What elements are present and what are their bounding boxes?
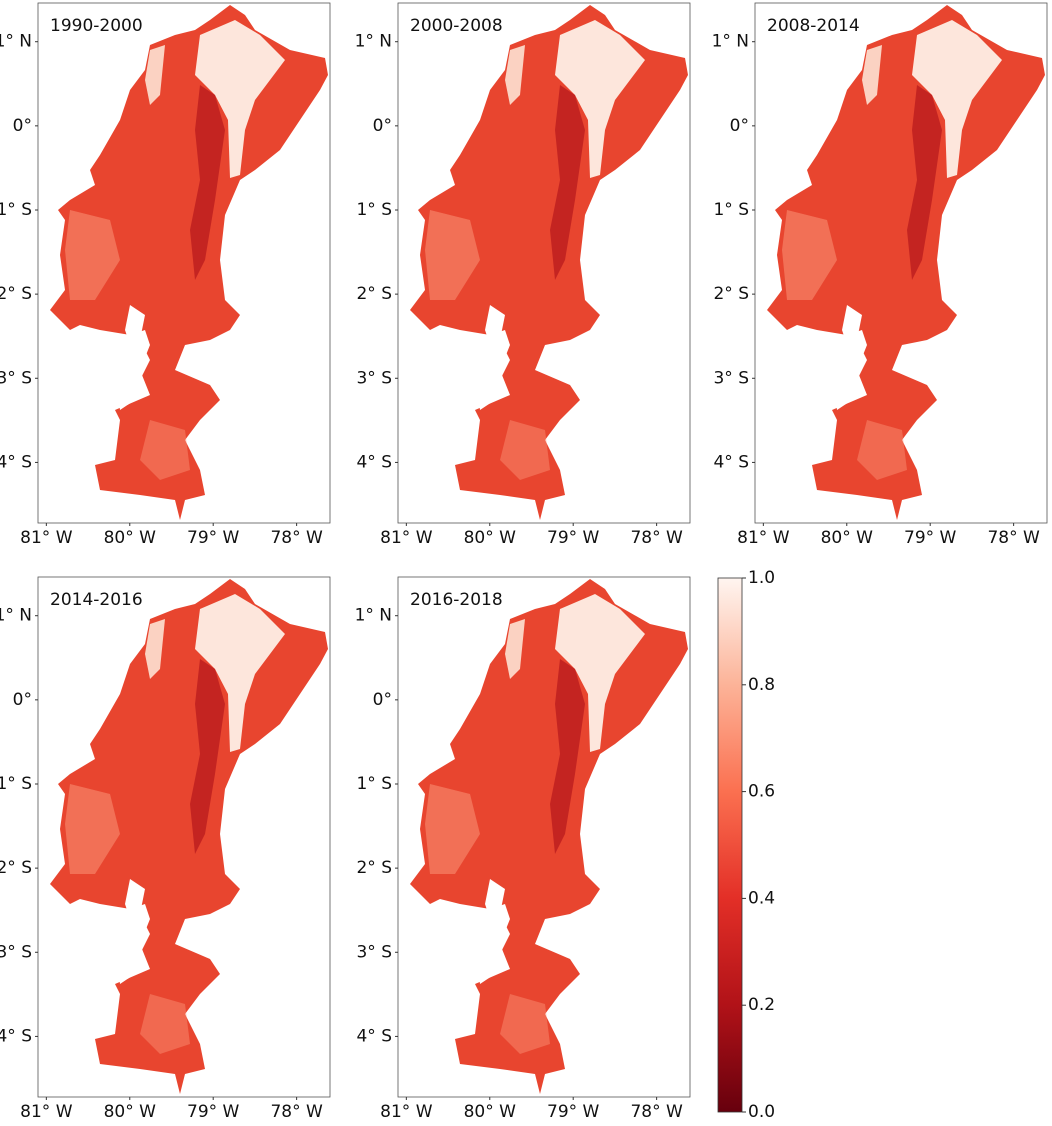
colorbar-tick-label: 0.4 — [748, 888, 775, 908]
x-tick-label: 80° W — [464, 528, 517, 548]
y-tick-label: 0° — [373, 690, 392, 710]
y-tick-label: 1° N — [355, 32, 392, 52]
y-tick-label: 1° S — [356, 200, 392, 220]
y-tick-label: 3° S — [356, 942, 392, 962]
y-tick-label: 1° N — [0, 606, 32, 626]
colorbar: 0.0 0.2 0.4 0.6 0.8 1.0 — [717, 568, 775, 1122]
x-tick-label: 78° W — [630, 528, 683, 548]
y-tick-label: 0° — [730, 116, 749, 136]
y-tick-label: 4° S — [356, 452, 392, 472]
panel-title: 1990-2000 — [50, 16, 143, 36]
panel-frame — [754, 2, 1048, 524]
panel-title: 2016-2018 — [410, 590, 503, 610]
y-tick-label: 0° — [373, 116, 392, 136]
x-tick-label: 81° W — [380, 1102, 433, 1122]
x-tick-label: 80° W — [821, 528, 874, 548]
x-tick-label: 78° W — [987, 528, 1040, 548]
y-tick-label: 3° S — [0, 942, 32, 962]
map-panel: 2000-2008 1° N 0° 1° S 2° S 3° S 4° S 81° W 80° … — [355, 2, 691, 548]
y-tick-label: 2° S — [356, 284, 392, 304]
region-map — [50, 579, 328, 1094]
y-tick-label: 1° S — [0, 200, 32, 220]
x-tick-label: 78° W — [630, 1102, 683, 1122]
panel-frame — [37, 2, 331, 524]
map-panel: 1990-2000 1° N 0° 1° S 2° S 3° S 4° S 81° W 80° … — [0, 2, 331, 548]
x-tick-label: 79° W — [547, 528, 600, 548]
y-tick-label: 4° S — [0, 1026, 32, 1046]
region-map — [410, 5, 688, 520]
map-panel: 2008-2014 1° N 0° 1° S 2° S 3° S 4° S 81° W 80° … — [712, 2, 1048, 548]
x-tick-label: 80° W — [464, 1102, 517, 1122]
x-tick-label: 81° W — [20, 528, 73, 548]
x-tick-label: 78° W — [270, 528, 323, 548]
panel-frame — [397, 576, 691, 1098]
y-tick-label: 1° S — [356, 774, 392, 794]
y-tick-label: 4° S — [356, 1026, 392, 1046]
x-tick-label: 81° W — [380, 528, 433, 548]
x-tick-label: 79° W — [187, 528, 240, 548]
colorbar-tick-label: 0.0 — [748, 1102, 775, 1122]
y-tick-label: 2° S — [0, 284, 32, 304]
panel-frame — [397, 2, 691, 524]
y-tick-label: 2° S — [713, 284, 749, 304]
y-tick-label: 0° — [13, 116, 32, 136]
y-tick-label: 4° S — [713, 452, 749, 472]
map-panel: 2014-2016 1° N 0° 1° S 2° S 3° S 4° S 81° W 80° … — [0, 576, 331, 1122]
x-tick-label: 79° W — [904, 528, 957, 548]
region-map — [410, 579, 688, 1094]
y-tick-label: 1° N — [0, 32, 32, 52]
panel-title: 2014-2016 — [50, 590, 143, 610]
y-tick-label: 0° — [13, 690, 32, 710]
colorbar-tick-label: 0.2 — [748, 995, 775, 1015]
region-map — [50, 5, 328, 520]
x-tick-label: 81° W — [737, 528, 790, 548]
x-tick-label: 81° W — [20, 1102, 73, 1122]
y-tick-label: 3° S — [0, 368, 32, 388]
y-tick-label: 3° S — [713, 368, 749, 388]
colorbar-tick-label: 1.0 — [748, 568, 775, 588]
y-tick-label: 1° S — [0, 774, 32, 794]
colorbar-tick-label: 0.6 — [748, 782, 775, 802]
y-tick-label: 2° S — [356, 858, 392, 878]
y-tick-label: 1° N — [712, 32, 749, 52]
y-tick-label: 1° N — [355, 606, 392, 626]
y-tick-label: 4° S — [0, 452, 32, 472]
y-tick-label: 1° S — [713, 200, 749, 220]
y-tick-label: 3° S — [356, 368, 392, 388]
panel-frame — [37, 576, 331, 1098]
panel-title: 2008-2014 — [767, 16, 860, 36]
colorbar-gradient — [717, 577, 743, 1113]
colorbar-tick-label: 0.8 — [748, 675, 775, 695]
region-map — [767, 5, 1045, 520]
x-tick-label: 80° W — [104, 1102, 157, 1122]
map-panel: 2016-2018 1° N 0° 1° S 2° S 3° S 4° S 81° W 80° … — [355, 576, 691, 1122]
x-tick-label: 79° W — [187, 1102, 240, 1122]
x-tick-label: 79° W — [547, 1102, 600, 1122]
x-tick-label: 80° W — [104, 528, 157, 548]
x-tick-label: 78° W — [270, 1102, 323, 1122]
panel-title: 2000-2008 — [410, 16, 503, 36]
y-tick-label: 2° S — [0, 858, 32, 878]
